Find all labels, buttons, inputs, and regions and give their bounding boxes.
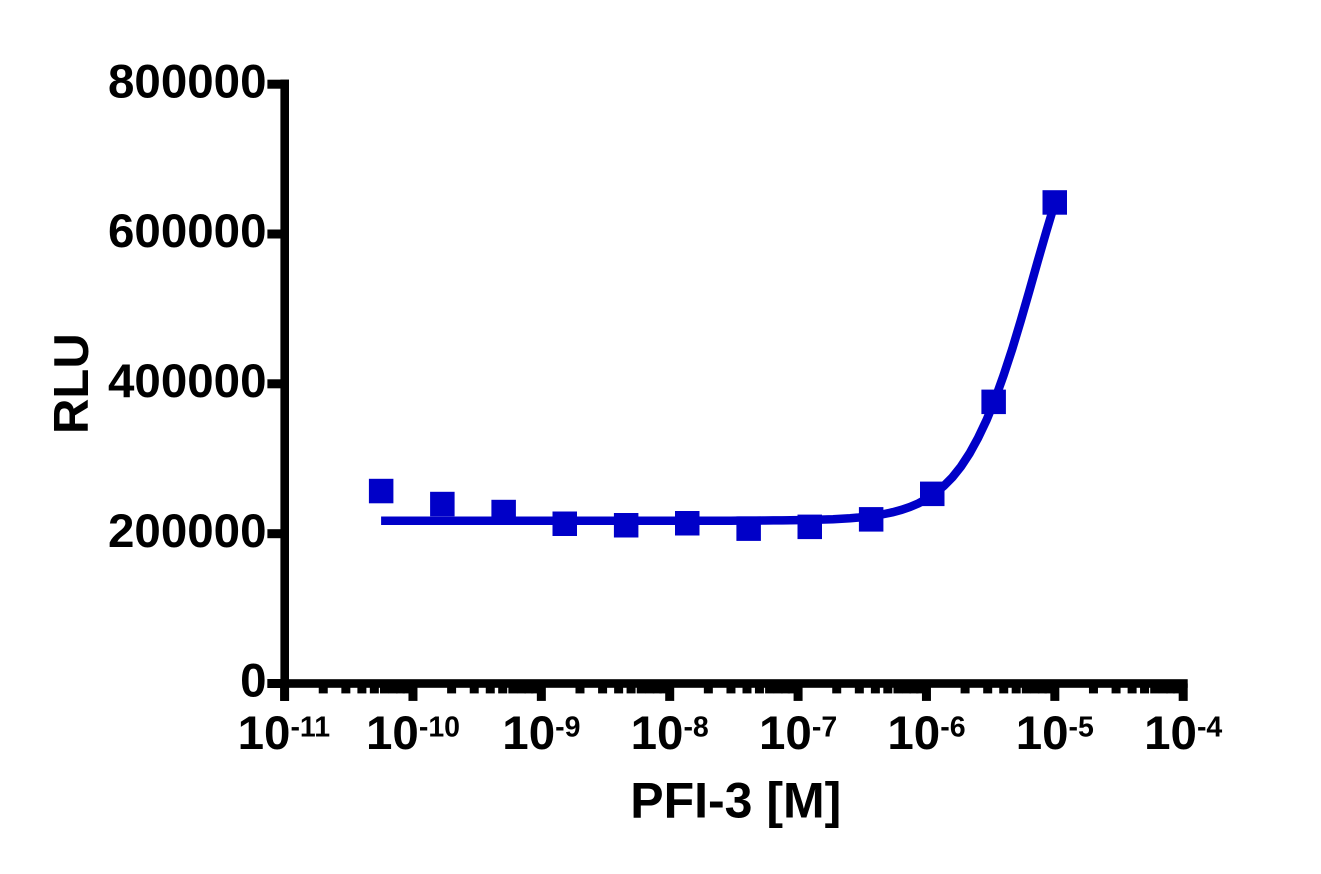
- svg-text:200000: 200000: [108, 505, 267, 558]
- svg-text:400000: 400000: [108, 355, 267, 408]
- svg-text:800000: 800000: [108, 55, 267, 108]
- svg-text:PFI-3 [M]: PFI-3 [M]: [630, 773, 841, 829]
- svg-text:0: 0: [240, 655, 266, 708]
- svg-text:600000: 600000: [108, 205, 267, 258]
- svg-text:RLU: RLU: [45, 333, 99, 434]
